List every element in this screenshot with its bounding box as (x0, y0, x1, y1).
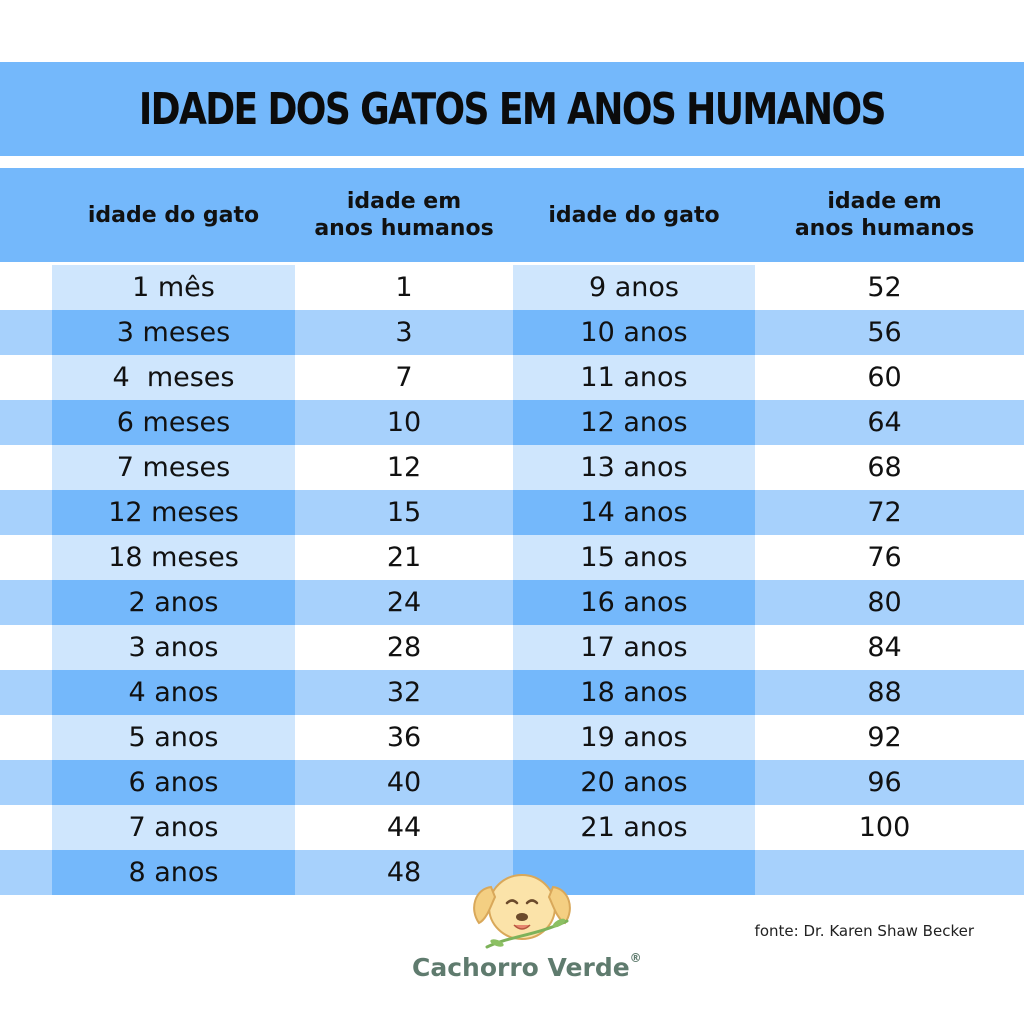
human-age-cell: 40 (295, 760, 513, 805)
cat-age-cell: 3 meses (52, 310, 295, 355)
human-age-cell: 1 (295, 265, 513, 310)
header-cat-age-left: idade do gato (87, 202, 260, 228)
human-age-cell (755, 850, 1014, 895)
human-age-cell: 24 (295, 580, 513, 625)
title-banner: IDADE DOS GATOS EM ANOS HUMANOS (0, 62, 1024, 156)
dog-face-icon (473, 874, 571, 949)
human-age-cell: 32 (295, 670, 513, 715)
human-age-cell: 96 (755, 760, 1014, 805)
cat-age-cell: 16 anos (513, 580, 755, 625)
header-human-age-right: idade em anos humanos (794, 189, 975, 241)
cat-age-cell: 12 meses (52, 490, 295, 535)
human-age-cell: 10 (295, 400, 513, 445)
human-age-cell: 15 (295, 490, 513, 535)
cat-age-cell: 14 anos (513, 490, 755, 535)
cat-age-cell: 6 meses (52, 400, 295, 445)
cat-age-cell: 4 meses (52, 355, 295, 400)
cat-age-cell: 20 anos (513, 760, 755, 805)
cat-age-cell: 10 anos (513, 310, 755, 355)
header-human-age-left: idade em anos humanos (314, 189, 494, 241)
human-age-cell: 48 (295, 850, 513, 895)
brand-name: Cachorro Verde® (412, 951, 642, 982)
human-age-cell: 28 (295, 625, 513, 670)
human-age-cell: 12 (295, 445, 513, 490)
header-cat-age-right: idade do gato (548, 202, 720, 228)
cat-age-cell: 7 anos (52, 805, 295, 850)
human-age-cell: 92 (755, 715, 1014, 760)
cat-age-cell: 5 anos (52, 715, 295, 760)
human-age-cell: 3 (295, 310, 513, 355)
source-note: fonte: Dr. Karen Shaw Becker (754, 922, 974, 940)
human-age-cell: 44 (295, 805, 513, 850)
human-age-cell: 21 (295, 535, 513, 580)
human-age-cell: 56 (755, 310, 1014, 355)
cat-age-cell: 15 anos (513, 535, 755, 580)
page-title: IDADE DOS GATOS EM ANOS HUMANOS (139, 83, 887, 135)
human-age-cell: 76 (755, 535, 1014, 580)
human-age-cell: 60 (755, 355, 1014, 400)
cat-age-cell: 2 anos (52, 580, 295, 625)
cat-age-cell: 9 anos (513, 265, 755, 310)
cat-age-cell: 11 anos (513, 355, 755, 400)
human-age-cell: 72 (755, 490, 1014, 535)
cat-age-cell: 4 anos (52, 670, 295, 715)
human-age-cell: 52 (755, 265, 1014, 310)
cat-age-cell: 3 anos (52, 625, 295, 670)
cat-age-cell: 7 meses (52, 445, 295, 490)
cat-age-cell: 12 anos (513, 400, 755, 445)
table-header-row (0, 168, 1024, 262)
brand-logo: Cachorro Verde® (412, 865, 642, 985)
human-age-cell: 80 (755, 580, 1014, 625)
human-age-cell: 36 (295, 715, 513, 760)
cat-age-cell: 18 meses (52, 535, 295, 580)
cat-age-cell: 6 anos (52, 760, 295, 805)
human-age-cell: 7 (295, 355, 513, 400)
human-age-cell: 68 (755, 445, 1014, 490)
human-age-cell: 88 (755, 670, 1014, 715)
cat-age-cell: 8 anos (52, 850, 295, 895)
cat-age-cell: 13 anos (513, 445, 755, 490)
cat-age-cell: 19 anos (513, 715, 755, 760)
human-age-cell: 64 (755, 400, 1014, 445)
cat-age-cell: 1 mês (52, 265, 295, 310)
human-age-cell: 84 (755, 625, 1014, 670)
cat-age-cell: 21 anos (513, 805, 755, 850)
cat-age-cell: 18 anos (513, 670, 755, 715)
cat-age-cell: 17 anos (513, 625, 755, 670)
human-age-cell: 100 (755, 805, 1014, 850)
